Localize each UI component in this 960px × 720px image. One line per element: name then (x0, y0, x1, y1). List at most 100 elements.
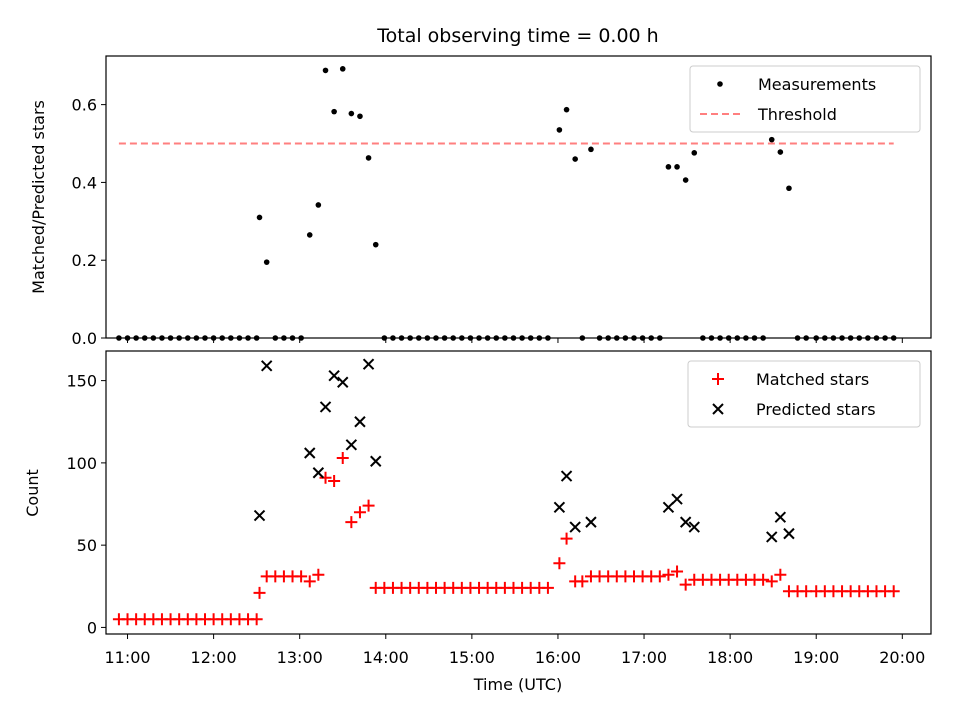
y-tick-label: 0.4 (72, 173, 97, 192)
measurement-point (256, 214, 263, 221)
measurement-point (777, 149, 784, 155)
legend-predicted-label: Predicted stars (756, 400, 876, 419)
predicted-star-point (671, 493, 683, 505)
top-legend-frame (689, 65, 921, 133)
matched-star-point (553, 557, 566, 570)
matched-star-point (560, 532, 573, 545)
predicted-star-point (354, 416, 366, 428)
predicted-star-point (260, 360, 273, 372)
predicted-star-point (312, 467, 325, 479)
matched-star-point (757, 573, 770, 586)
measurement-point (691, 150, 698, 156)
predicted-star-point (662, 501, 675, 514)
predicted-star-point (783, 527, 795, 540)
legend-measurement-marker (717, 81, 723, 87)
axes-frame (105, 55, 932, 339)
top-legend: Measurements Threshold (689, 65, 921, 133)
bottom-panel: Count 0 50 100 150 11:00 12:00 13:00 14:00 15:00… (23, 350, 932, 694)
measurement-point (786, 185, 792, 192)
bottom-legend-frame (687, 360, 921, 428)
predicted-star-point (766, 531, 778, 543)
measurement-point (674, 164, 680, 170)
matched-star-point (353, 506, 366, 519)
measurement-point (572, 156, 578, 162)
measurement-point (263, 259, 270, 265)
legend-predicted-marker (712, 403, 724, 415)
x-axis-label: Time (UTC) (473, 675, 562, 694)
matched-star-point (303, 575, 316, 588)
measurement-point (339, 66, 346, 72)
predicted-star-point (328, 369, 340, 382)
matched-star-point (774, 568, 787, 581)
measurement-point (348, 110, 355, 117)
matched-star-point (887, 585, 900, 598)
measurement-point (563, 106, 570, 113)
legend-threshold-label: Threshold (757, 105, 837, 124)
top-y-axis-label: Matched/Predicted stars (29, 100, 48, 294)
matched-star-point (362, 499, 375, 512)
predicted-star-point (370, 455, 382, 467)
legend-matched-marker (712, 373, 724, 385)
measurement-point (556, 127, 563, 133)
predicted-star-point (553, 501, 566, 514)
x-tick-label: 16:00 (535, 648, 581, 667)
matched-star-point (576, 575, 589, 588)
predicted-star-point (679, 516, 692, 528)
matched-star-point (319, 471, 332, 484)
matched-star-point (328, 474, 341, 487)
x-tick-label: 18:00 (707, 648, 753, 667)
measurement-point (665, 164, 672, 170)
matched-star-point (541, 581, 554, 594)
predicted-star-point (337, 376, 349, 388)
predicted-star-point (253, 509, 266, 522)
predicted-star-point (319, 401, 332, 413)
predicted-star-point (585, 516, 597, 528)
matched-star-point (679, 578, 692, 591)
measurement-point (306, 232, 313, 238)
matched-star-point (653, 570, 666, 583)
top-panel: Matched/Predicted stars 0.0 0.2 0.4 0.6 Mea… (29, 55, 932, 348)
measurement-point (315, 202, 322, 208)
measurement-point (322, 67, 329, 74)
matched-star-point (662, 568, 675, 581)
predicted-star-point (774, 511, 787, 523)
y-tick-label: 150 (66, 372, 97, 391)
bottom-plot-area: 0 50 100 150 11:00 12:00 13:00 14:00 15:00 16:00 1… (66, 350, 932, 667)
matched-star-point (250, 613, 263, 626)
y-tick-label: 0.0 (72, 329, 97, 348)
matched-star-point (253, 586, 266, 599)
predicted-star-point (688, 521, 700, 533)
x-tick-label: 12:00 (191, 648, 237, 667)
y-tick-label: 0.6 (72, 96, 97, 115)
measurement-point (331, 108, 337, 115)
figure-title: Total observing time = 0.00 h (376, 25, 658, 47)
y-tick-label: 50 (77, 536, 97, 555)
matched-star-point (336, 451, 349, 464)
x-tick-label: 15:00 (449, 648, 495, 667)
top-plot-area: 0.0 0.2 0.4 0.6 (72, 55, 932, 348)
measurement-point (372, 241, 379, 248)
predicted-star-point (345, 439, 358, 451)
measurement-point (588, 146, 594, 153)
matched-star-point (765, 575, 778, 588)
matched-star-point (345, 516, 358, 529)
matched-star-point (671, 565, 684, 578)
x-tick-label: 13:00 (277, 648, 323, 667)
predicted-star-point (304, 447, 316, 459)
bottom-legend: Matched stars Predicted stars (687, 360, 921, 428)
y-tick-label: 0.2 (72, 251, 97, 270)
x-tick-label: 20:00 (879, 648, 925, 667)
predicted-star-point (569, 521, 581, 533)
y-tick-label: 0 (87, 618, 97, 637)
predicted-star-point (362, 358, 375, 370)
matched-star-point (800, 585, 813, 598)
measurement-point (768, 136, 775, 143)
bottom-y-axis-label: Count (23, 469, 42, 517)
matched-star-point (312, 568, 325, 581)
measurement-point (365, 155, 372, 161)
y-tick-label: 100 (66, 454, 97, 473)
x-tick-label: 14:00 (363, 648, 409, 667)
legend-matched-label: Matched stars (756, 370, 869, 389)
x-tick-label: 17:00 (621, 648, 667, 667)
